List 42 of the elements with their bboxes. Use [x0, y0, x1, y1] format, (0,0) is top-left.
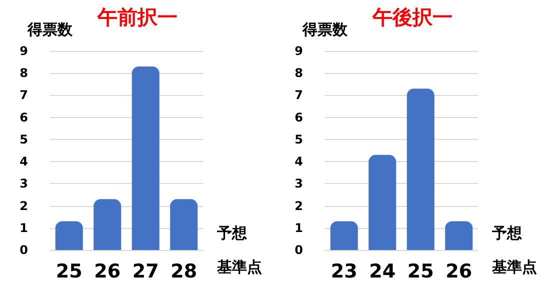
x-tick-label: 26 — [446, 260, 472, 282]
y-tick-label: 7 — [20, 88, 28, 102]
x-tick-label: 26 — [94, 260, 121, 282]
y-tick-label: 3 — [294, 176, 303, 191]
x-axis-title: 予想基準点 — [491, 224, 537, 276]
bar — [94, 199, 122, 250]
bar — [406, 88, 434, 250]
y-tick-label: 1 — [20, 220, 28, 235]
bar — [330, 221, 358, 250]
chart-title: 午後択一 — [372, 5, 452, 29]
chart-title: 午前択一 — [96, 5, 178, 29]
y-tick-label: 2 — [20, 198, 28, 213]
y-tick-label: 6 — [20, 110, 28, 124]
y-tick-label: 0 — [20, 243, 28, 257]
y-tick-label: 8 — [20, 66, 28, 80]
y-tick-label: 6 — [294, 110, 303, 124]
x-tick-label: 27 — [132, 260, 159, 282]
x-tick-label: 28 — [170, 260, 198, 282]
y-tick-label: 0 — [294, 243, 303, 257]
y-tick-label: 8 — [294, 66, 303, 80]
y-tick-label: 5 — [20, 132, 28, 146]
y-tick-label: 2 — [294, 198, 303, 213]
y-tick-label: 4 — [294, 154, 303, 169]
bar — [170, 199, 198, 250]
x-axis-title: 予想基準点 — [216, 224, 262, 276]
y-tick-label: 3 — [20, 176, 28, 191]
x-tick-label: 24 — [369, 260, 396, 282]
y-axis-title: 得票数 — [302, 20, 348, 38]
y-tick-label: 7 — [294, 88, 303, 102]
x-tick-label: 23 — [330, 260, 358, 282]
y-axis-title: 得票数 — [26, 20, 74, 38]
bar — [55, 221, 83, 250]
bar — [132, 66, 160, 250]
y-tick-label: 4 — [20, 154, 28, 169]
bar — [445, 221, 473, 250]
y-tick-label: 1 — [294, 220, 303, 235]
x-tick-label: 25 — [407, 260, 434, 282]
y-tick-label: 9 — [294, 44, 303, 58]
bar — [368, 154, 396, 250]
y-tick-label: 9 — [20, 44, 28, 58]
x-tick-label: 25 — [56, 260, 82, 282]
y-tick-label: 5 — [294, 132, 303, 146]
